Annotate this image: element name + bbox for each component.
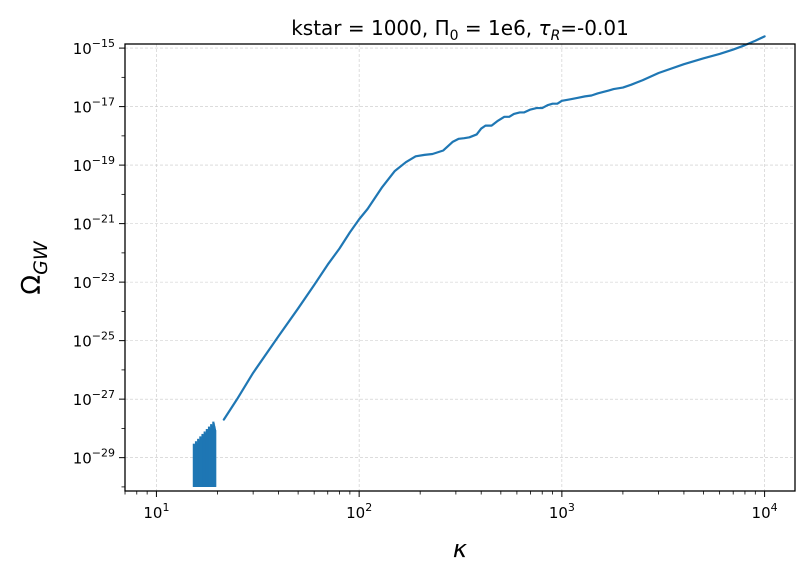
series-line xyxy=(222,35,766,421)
x-tick-label: 104 xyxy=(752,501,778,522)
x-tick-label: 101 xyxy=(143,501,169,522)
y-axis-label: ΩGW xyxy=(17,240,52,295)
x-tick-label: 103 xyxy=(549,501,575,522)
y-tick-label: 10−27 xyxy=(73,388,115,409)
axis-ticks: 101 102 103 104 10−29 10−27 10−25 10−23 10−21 10−… xyxy=(73,37,778,522)
x-axis-label: κ xyxy=(453,535,468,563)
y-tick-label: 10−21 xyxy=(73,213,115,234)
y-tick-label: 10−29 xyxy=(73,447,115,468)
plot-area xyxy=(192,35,766,487)
y-tick-label: 10−15 xyxy=(73,37,115,58)
y-tick-label: 10−23 xyxy=(73,271,115,292)
plot-frame xyxy=(124,43,796,492)
y-tick-label: 10−19 xyxy=(73,154,115,175)
x-tick-label: 102 xyxy=(346,501,372,522)
y-tick-label: 10−17 xyxy=(73,96,115,117)
chart-title: kstar = 1000, Π0 = 1e6, τR=-0.01 xyxy=(291,16,629,44)
y-tick-label: 10−25 xyxy=(73,330,115,351)
oscillation-region xyxy=(192,421,217,487)
